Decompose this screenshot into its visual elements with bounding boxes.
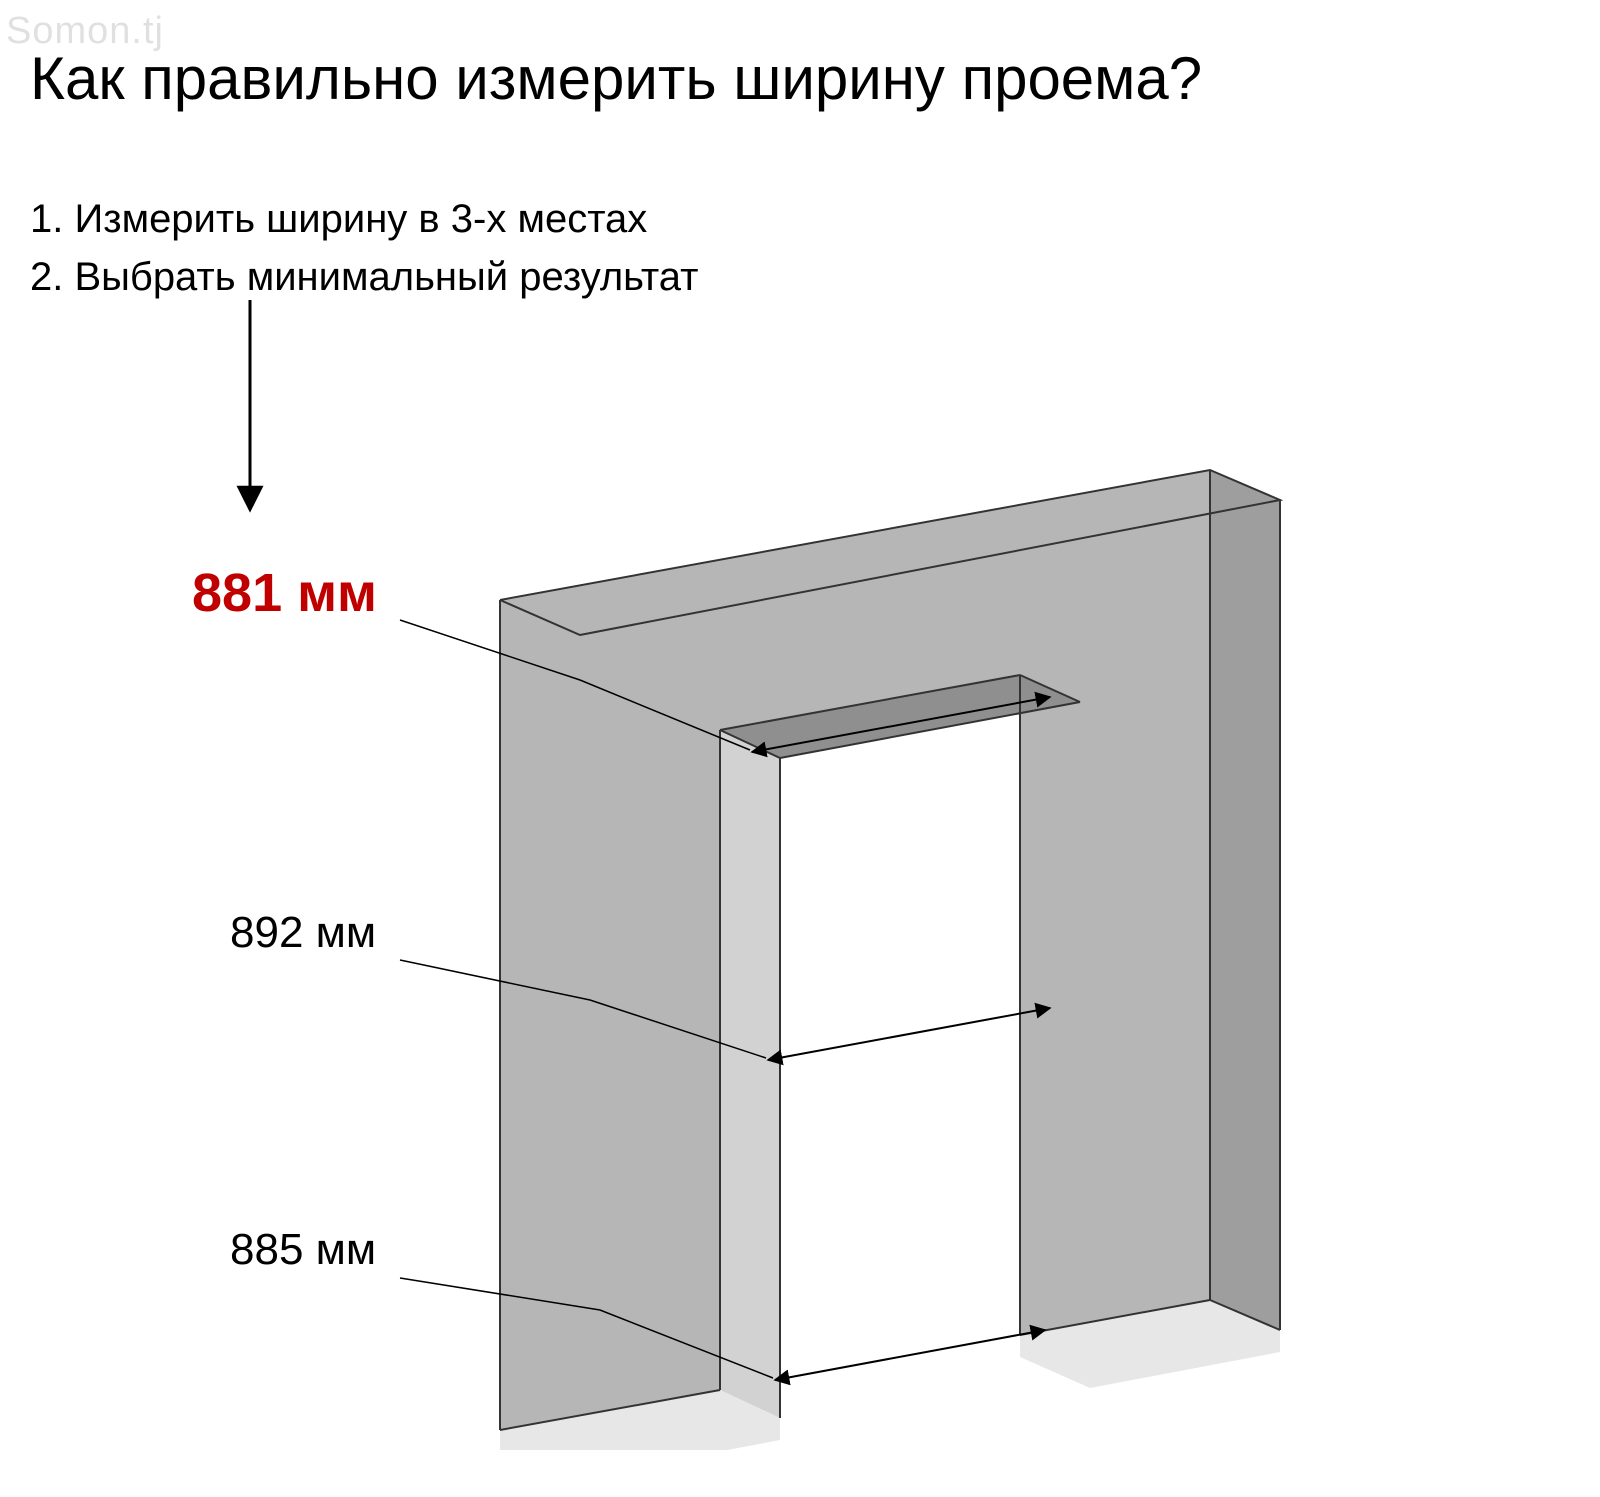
step-2: 2. Выбрать минимальный результат <box>30 248 698 306</box>
wall-front-face <box>500 470 1210 1430</box>
page: Somon.tj Как правильно измерить ширину п… <box>0 0 1600 1497</box>
page-title: Как правильно измерить ширину проема? <box>30 44 1202 113</box>
wall-diagram <box>150 300 1450 1450</box>
wall-right-face <box>1210 470 1280 1330</box>
step-1: 1. Измерить ширину в 3-х местах <box>30 190 698 248</box>
instruction-steps: 1. Измерить ширину в 3-х местах 2. Выбра… <box>30 190 698 306</box>
opening-left-jamb <box>720 730 780 1418</box>
